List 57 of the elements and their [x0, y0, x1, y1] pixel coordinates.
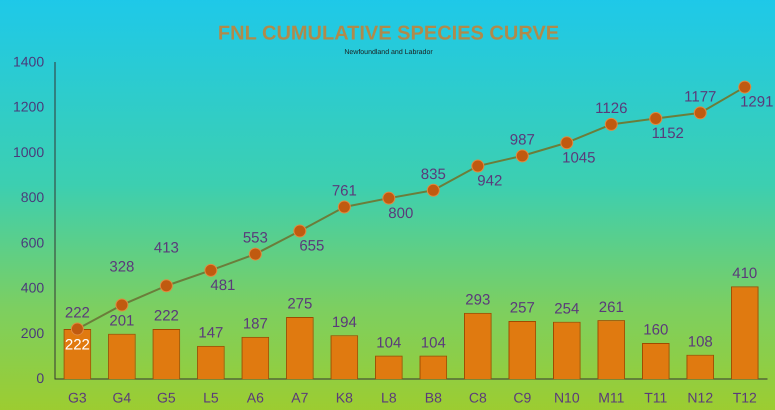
data-label: 1152: [652, 125, 684, 142]
x-tick-label: G5: [157, 389, 176, 406]
data-label: 108: [688, 333, 713, 350]
data-label: 1045: [562, 149, 596, 166]
x-tick-label: A7: [291, 389, 309, 406]
y-tick-label: 400: [20, 280, 44, 296]
y-tick-label: 200: [20, 324, 44, 341]
data-label: 147: [198, 324, 224, 342]
data-label: 222: [64, 336, 90, 354]
x-tick-label: L8: [381, 389, 397, 406]
data-label: 1126: [595, 100, 628, 118]
data-label: 1291: [740, 94, 774, 111]
data-label: 222: [154, 308, 179, 325]
chart-title: FNL CUMULATIVE SPECIES CURVE: [218, 22, 560, 45]
data-label: 104: [376, 334, 402, 352]
x-tick-label: N10: [554, 389, 580, 406]
y-tick-label: 1000: [12, 144, 44, 160]
data-label: 160: [643, 322, 668, 339]
x-tick-label: G4: [112, 389, 132, 406]
data-label: 835: [420, 166, 446, 183]
data-label: 104: [420, 334, 446, 352]
data-label: 222: [64, 304, 90, 322]
x-tick-label: C8: [468, 389, 487, 406]
data-label: 761: [332, 182, 357, 200]
data-label: 261: [598, 298, 624, 316]
data-label: 254: [554, 300, 580, 318]
y-tick-label: 0: [36, 370, 44, 386]
y-tick-label: 1200: [12, 98, 44, 115]
data-label: 553: [242, 230, 268, 247]
y-tick-label: 800: [20, 189, 44, 206]
data-label: 987: [510, 131, 535, 148]
data-label: 187: [242, 316, 268, 333]
x-tick-label: N12: [687, 389, 714, 406]
x-tick-label: T11: [644, 389, 668, 406]
data-label: 201: [109, 312, 134, 330]
data-label: 293: [465, 292, 490, 309]
x-tick-label: C9: [513, 389, 532, 406]
data-label: 942: [477, 172, 502, 190]
data-label: 481: [210, 276, 236, 294]
y-tick-label: 1400: [12, 53, 44, 70]
data-label: 410: [732, 265, 758, 282]
data-label: 328: [109, 258, 134, 276]
x-tick-label: K8: [336, 389, 354, 406]
x-tick-label: L5: [203, 389, 219, 406]
y-tick-label: 600: [20, 234, 44, 250]
data-label: 257: [510, 300, 535, 317]
data-label: 413: [154, 239, 179, 256]
x-tick-label: A6: [246, 389, 264, 406]
data-label: 800: [388, 204, 414, 222]
x-tick-label: G3: [68, 389, 87, 406]
data-label: 194: [332, 314, 357, 331]
x-tick-label: B8: [424, 389, 442, 406]
data-label: 655: [299, 238, 324, 255]
data-label: 1177: [684, 88, 716, 106]
x-tick-label: M11: [598, 389, 625, 406]
data-label: 275: [287, 296, 312, 313]
x-tick-label: T12: [732, 389, 758, 406]
